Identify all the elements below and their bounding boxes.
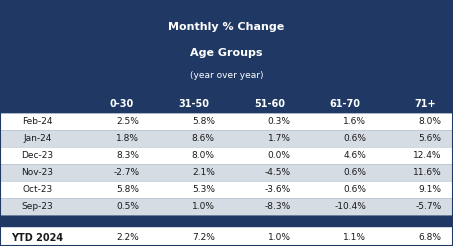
Text: 5.6%: 5.6% [419,134,442,143]
Text: 5.8%: 5.8% [116,185,139,194]
Text: 1.8%: 1.8% [116,134,139,143]
Text: Jan-24: Jan-24 [23,134,52,143]
Text: -3.6%: -3.6% [264,185,290,194]
Bar [0,226,453,246]
Text: 8.3%: 8.3% [116,151,139,160]
Text: Age Groups: Age Groups [190,48,263,58]
Bar [0,147,453,164]
Text: 8.6%: 8.6% [192,134,215,143]
Text: 51-60: 51-60 [254,99,285,109]
Text: 0-30: 0-30 [110,99,134,109]
Text: 8.0%: 8.0% [419,117,442,126]
Text: (year over year): (year over year) [190,72,263,80]
Text: 6.8%: 6.8% [419,233,442,243]
Text: 11.6%: 11.6% [413,168,442,177]
Text: -5.7%: -5.7% [415,202,442,211]
Text: 4.6%: 4.6% [343,151,366,160]
Text: 1.1%: 1.1% [343,233,366,243]
Text: 0.0%: 0.0% [267,151,290,160]
Text: 1.6%: 1.6% [343,117,366,126]
Text: Dec-23: Dec-23 [21,151,53,160]
Bar [0,0,453,95]
Text: 0.6%: 0.6% [343,185,366,194]
Text: 31-50: 31-50 [178,99,210,109]
Text: -4.5%: -4.5% [265,168,290,177]
Text: Nov-23: Nov-23 [21,168,53,177]
Bar [0,113,453,130]
Text: 2.5%: 2.5% [116,117,139,126]
Bar [0,164,453,181]
Text: 1.0%: 1.0% [267,233,290,243]
Text: 7.2%: 7.2% [192,233,215,243]
Bar [0,95,453,113]
Text: 12.4%: 12.4% [413,151,442,160]
Text: Sep-23: Sep-23 [22,202,53,211]
Text: 5.8%: 5.8% [192,117,215,126]
Text: 0.6%: 0.6% [343,168,366,177]
Text: 0.3%: 0.3% [267,117,290,126]
Text: 5.3%: 5.3% [192,185,215,194]
Bar [0,215,453,226]
Text: -8.3%: -8.3% [264,202,290,211]
Text: 71+: 71+ [415,99,436,109]
Text: 2.1%: 2.1% [192,168,215,177]
Text: 2.2%: 2.2% [116,233,139,243]
Text: -2.7%: -2.7% [113,168,139,177]
Text: Monthly % Change: Monthly % Change [169,22,284,31]
Text: YTD 2024: YTD 2024 [11,233,63,243]
Text: 61-70: 61-70 [330,99,361,109]
Bar [0,130,453,147]
Text: -10.4%: -10.4% [334,202,366,211]
Bar [0,198,453,215]
Text: Oct-23: Oct-23 [22,185,53,194]
Bar [0,181,453,198]
Text: 0.5%: 0.5% [116,202,139,211]
Text: 1.0%: 1.0% [192,202,215,211]
Text: 8.0%: 8.0% [192,151,215,160]
Text: 0.6%: 0.6% [343,134,366,143]
Text: 1.7%: 1.7% [267,134,290,143]
Text: 9.1%: 9.1% [419,185,442,194]
Text: Feb-24: Feb-24 [22,117,53,126]
